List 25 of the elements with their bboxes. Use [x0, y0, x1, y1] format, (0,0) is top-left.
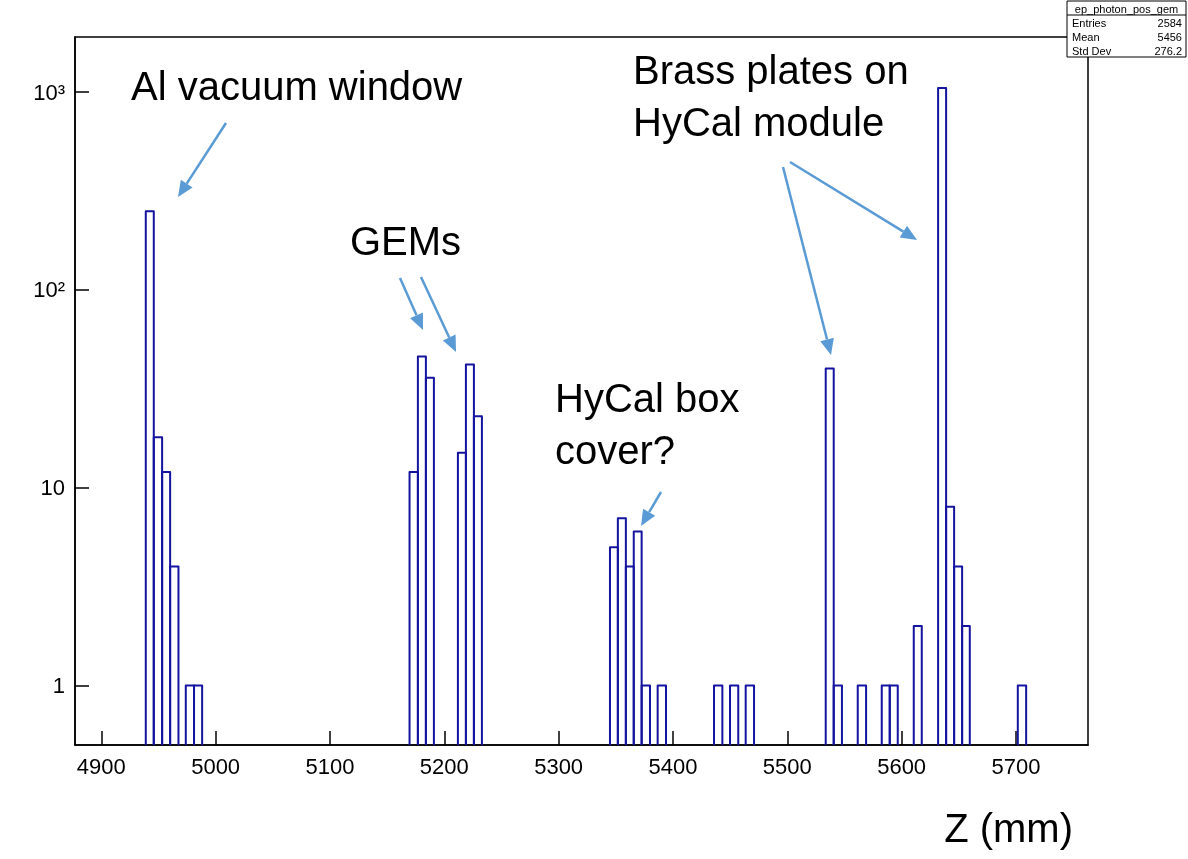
x-tick-label: 4900	[76, 753, 126, 779]
text: 5456	[1157, 30, 1182, 43]
x-tick-label: 5200	[419, 753, 469, 779]
annotation: Al vacuum window	[131, 64, 463, 108]
x-tick-label: 5400	[648, 753, 698, 779]
x-tick-label: 5600	[877, 753, 927, 779]
annotation: Mean	[1072, 30, 1100, 43]
y-tick-label: 10³	[33, 79, 65, 105]
annotation: Brass plates on HyCal module	[633, 48, 920, 144]
text: ep_photon_pos_gem	[1074, 2, 1179, 15]
annotation: Std Dev	[1072, 44, 1112, 57]
x-tick-label: 5700	[991, 753, 1041, 779]
x-tick-label: 5300	[534, 753, 584, 779]
x-tick-label: 5500	[762, 753, 812, 779]
text: Entries	[1072, 16, 1107, 29]
y-tick-label: 10²	[33, 277, 65, 303]
annotation: GEMs	[350, 219, 462, 263]
text: 276.2	[1154, 44, 1182, 57]
x-tick-label: 5000	[191, 753, 241, 779]
x-tick-label: 5100	[305, 753, 355, 779]
y-tick-label: 10	[40, 475, 65, 501]
annotation: HyCal box cover?	[555, 376, 751, 472]
y-tick-label: 1	[52, 672, 65, 698]
text: 2584	[1157, 16, 1182, 29]
x-axis-title: Z (mm)	[944, 806, 1073, 850]
